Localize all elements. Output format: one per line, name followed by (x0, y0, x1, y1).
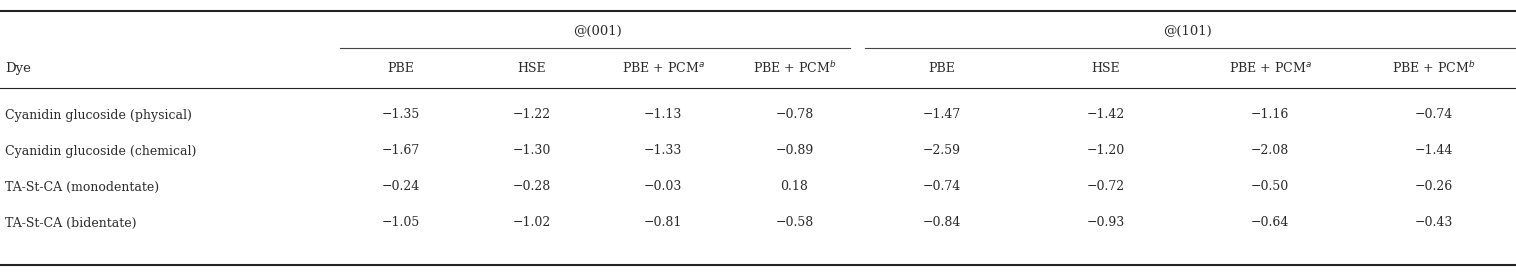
Text: −2.08: −2.08 (1251, 144, 1289, 158)
Text: −1.47: −1.47 (923, 108, 961, 121)
Text: HSE: HSE (517, 61, 546, 75)
Text: −1.30: −1.30 (512, 144, 550, 158)
Text: HSE: HSE (1092, 61, 1120, 75)
Text: −0.24: −0.24 (382, 180, 420, 194)
Text: TA-St-CA (monodentate): TA-St-CA (monodentate) (5, 180, 159, 194)
Text: −1.16: −1.16 (1251, 108, 1289, 121)
Text: −0.03: −0.03 (644, 180, 682, 194)
Text: −1.67: −1.67 (382, 144, 420, 158)
Text: −1.02: −1.02 (512, 216, 550, 230)
Text: −0.74: −0.74 (1414, 108, 1454, 121)
Text: PBE: PBE (387, 61, 414, 75)
Text: −0.72: −0.72 (1087, 180, 1125, 194)
Text: PBE + PCM$^{a}$: PBE + PCM$^{a}$ (1228, 61, 1311, 75)
Text: PBE + PCM$^{b}$: PBE + PCM$^{b}$ (1392, 60, 1475, 76)
Text: −1.42: −1.42 (1087, 108, 1125, 121)
Text: Cyanidin glucoside (physical): Cyanidin glucoside (physical) (5, 108, 193, 121)
Text: PBE + PCM$^{b}$: PBE + PCM$^{b}$ (753, 60, 835, 76)
Text: PBE + PCM$^{a}$: PBE + PCM$^{a}$ (622, 61, 705, 75)
Text: Cyanidin glucoside (chemical): Cyanidin glucoside (chemical) (5, 144, 197, 158)
Text: 0.18: 0.18 (781, 180, 808, 194)
Text: PBE: PBE (929, 61, 955, 75)
Text: Dye: Dye (5, 61, 30, 75)
Text: −2.59: −2.59 (923, 144, 961, 158)
Text: −0.26: −0.26 (1414, 180, 1454, 194)
Text: @(001): @(001) (573, 25, 622, 37)
Text: −0.43: −0.43 (1414, 216, 1454, 230)
Text: −1.05: −1.05 (382, 216, 420, 230)
Text: −0.64: −0.64 (1251, 216, 1289, 230)
Text: −1.20: −1.20 (1087, 144, 1125, 158)
Text: −1.33: −1.33 (644, 144, 682, 158)
Text: @(101): @(101) (1164, 25, 1213, 37)
Text: −1.35: −1.35 (382, 108, 420, 121)
Text: −0.74: −0.74 (923, 180, 961, 194)
Text: −0.50: −0.50 (1251, 180, 1289, 194)
Text: TA-St-CA (bidentate): TA-St-CA (bidentate) (5, 216, 136, 230)
Text: −0.89: −0.89 (775, 144, 814, 158)
Text: −0.84: −0.84 (923, 216, 961, 230)
Text: −0.58: −0.58 (775, 216, 814, 230)
Text: −0.81: −0.81 (644, 216, 682, 230)
Text: −1.13: −1.13 (644, 108, 682, 121)
Text: −0.78: −0.78 (775, 108, 814, 121)
Text: −1.44: −1.44 (1414, 144, 1454, 158)
Text: −0.28: −0.28 (512, 180, 550, 194)
Text: −0.93: −0.93 (1087, 216, 1125, 230)
Text: −1.22: −1.22 (512, 108, 550, 121)
